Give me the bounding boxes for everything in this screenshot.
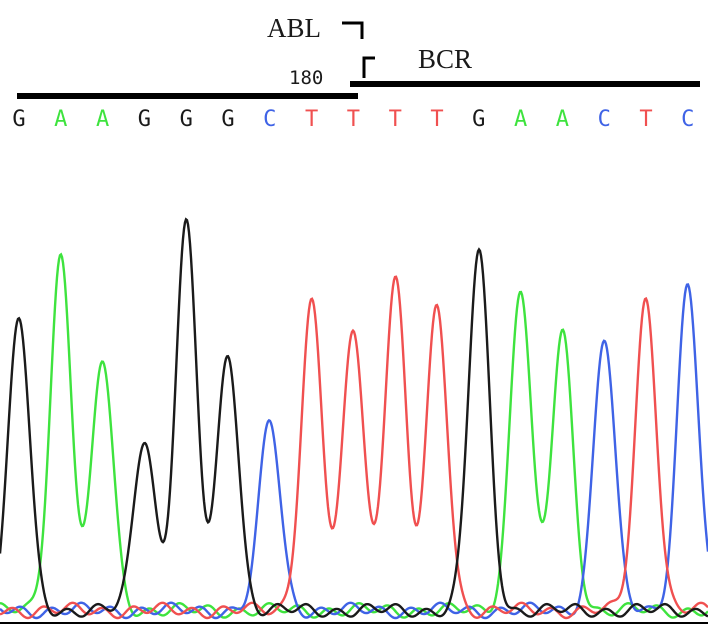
base-call-15: T bbox=[639, 107, 652, 132]
base-call-0: G bbox=[12, 107, 25, 132]
abl-bracket bbox=[342, 21, 364, 39]
traces bbox=[0, 217, 708, 620]
trace-C bbox=[0, 283, 708, 620]
base-call-11: G bbox=[472, 107, 485, 132]
position-label: 180 bbox=[289, 67, 323, 89]
base-call-5: G bbox=[221, 107, 234, 132]
abl-label: ABL bbox=[267, 13, 321, 43]
base-call-3: G bbox=[138, 107, 151, 132]
base-call-10: T bbox=[430, 107, 443, 132]
bcr-label: BCR bbox=[418, 44, 472, 74]
base-call-13: A bbox=[556, 107, 569, 132]
bcr-bracket bbox=[362, 56, 375, 78]
base-call-6: C bbox=[263, 107, 276, 132]
base-call-16: C bbox=[681, 107, 694, 132]
base-call-4: G bbox=[180, 107, 193, 132]
base-call-2: A bbox=[96, 107, 109, 132]
trace-A bbox=[0, 252, 708, 619]
base-call-12: A bbox=[514, 107, 527, 132]
base-call-1: A bbox=[54, 107, 67, 132]
base-call-14: C bbox=[598, 107, 611, 132]
trace-T bbox=[0, 275, 708, 620]
trace-G bbox=[0, 217, 708, 618]
base-call-8: T bbox=[347, 107, 360, 132]
base-call-9: T bbox=[389, 107, 402, 132]
base-call-7: T bbox=[305, 107, 318, 132]
